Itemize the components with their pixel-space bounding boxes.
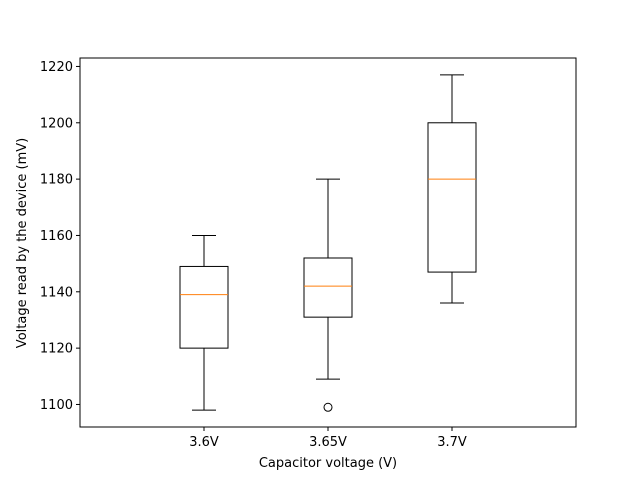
x-axis: 3.6V 3.65V 3.7V	[189, 427, 467, 450]
y-axis: 1100 1120 1140 1160 1180 1200 1220	[40, 60, 80, 413]
y-tick-label: 1160	[40, 229, 73, 244]
x-axis-label: Capacitor voltage (V)	[259, 456, 397, 471]
y-tick-label: 1180	[40, 173, 73, 188]
outlier-point	[323, 402, 333, 412]
y-tick-label: 1220	[40, 60, 73, 75]
y-axis-label: Voltage read by the device (mV)	[15, 138, 30, 348]
y-tick-label: 1120	[40, 342, 73, 357]
y-tick-label: 1100	[40, 398, 73, 413]
box-group	[427, 74, 477, 304]
x-tick-label: 3.6V	[189, 435, 219, 450]
y-tick-label: 1140	[40, 285, 73, 300]
box	[427, 122, 477, 273]
box	[179, 265, 229, 349]
x-tick-label: 3.7V	[437, 435, 467, 450]
plot-area	[79, 57, 577, 428]
box	[303, 257, 353, 318]
y-tick-label: 1200	[40, 116, 73, 131]
box-group	[179, 234, 229, 411]
box-group	[303, 178, 353, 412]
x-tick-label: 3.65V	[309, 435, 347, 450]
